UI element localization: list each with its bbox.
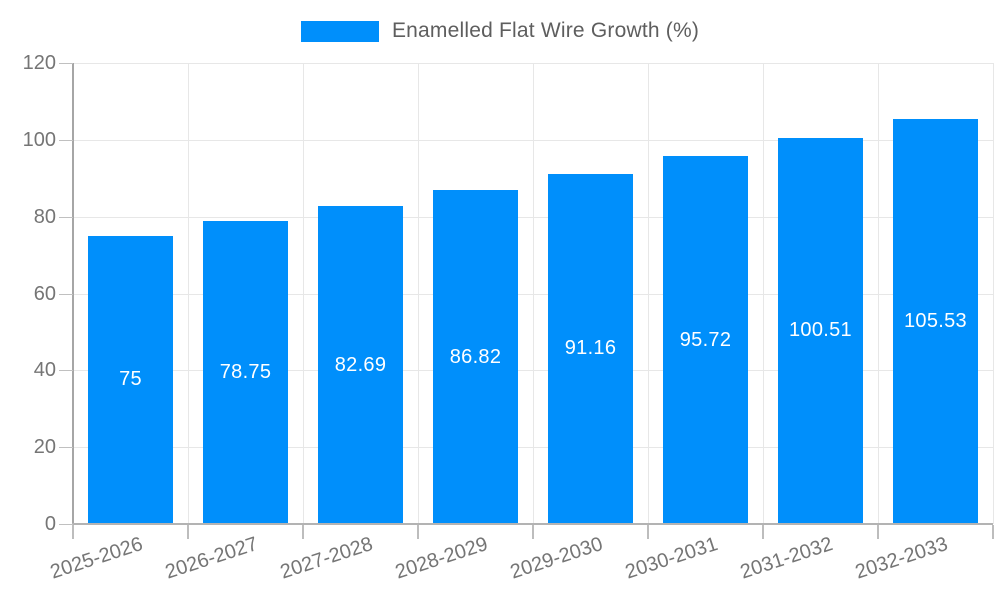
x-axis-label: 2031-2032 [737, 533, 836, 584]
gridline-v [763, 63, 764, 524]
bar[interactable]: 95.72 [663, 156, 748, 524]
x-axis-tick [417, 525, 419, 539]
bar[interactable]: 78.75 [203, 221, 288, 524]
y-axis-line [72, 63, 74, 524]
y-axis-tick [59, 139, 73, 141]
x-axis-label: 2026-2027 [162, 533, 261, 584]
x-axis-tick [647, 525, 649, 539]
x-axis-tick [72, 525, 74, 539]
y-axis-label: 20 [33, 436, 56, 459]
bar[interactable]: 86.82 [433, 190, 518, 524]
gridline-v [878, 63, 879, 524]
bar[interactable]: 82.69 [318, 206, 403, 524]
y-axis-tick [59, 524, 73, 525]
gridline-v [303, 63, 304, 524]
plot-area: 75 78.75 82.69 86.82 91.16 95.72 100.51 105.53 [73, 63, 994, 525]
y-axis-label: 0 [44, 513, 56, 535]
x-axis-tick [187, 525, 189, 539]
bar-value-label: 82.69 [334, 353, 387, 376]
bar[interactable]: 100.51 [778, 137, 863, 524]
x-axis-label: 2025-2026 [47, 533, 146, 584]
y-axis-label: 80 [33, 205, 56, 228]
x-axis-line [72, 523, 993, 525]
x-axis-label: 2027-2028 [277, 533, 376, 584]
bar-value-label: 95.72 [679, 328, 732, 351]
bar[interactable]: 75 [88, 235, 173, 524]
x-axis-tick [762, 525, 764, 539]
gridline-v [648, 63, 649, 524]
x-axis-tick [877, 525, 879, 539]
gridline-v [533, 63, 534, 524]
gridline-v [418, 63, 419, 524]
gridline-v [993, 63, 994, 524]
y-axis-label: 40 [33, 359, 56, 382]
bar[interactable]: 105.53 [893, 118, 978, 524]
x-axis-tick [302, 525, 304, 539]
legend-swatch [300, 20, 379, 42]
bar-value-label: 91.16 [564, 337, 617, 360]
y-axis-label: 100 [22, 128, 56, 151]
legend-label: Enamelled Flat Wire Growth (%) [391, 19, 700, 42]
y-axis-tick [59, 63, 73, 64]
y-axis-tick [59, 370, 73, 372]
bar-value-label: 100.51 [789, 319, 852, 342]
bar-value-label: 105.53 [904, 309, 967, 332]
bar-value-label: 86.82 [449, 345, 502, 368]
x-axis-label: 2028-2029 [392, 533, 491, 584]
x-axis-label: 2029-2030 [507, 533, 606, 584]
gridline-v [188, 63, 189, 524]
y-axis-tick [59, 293, 73, 295]
y-axis-tick [59, 447, 73, 449]
x-axis-tick [532, 525, 534, 539]
bar-value-label: 78.75 [219, 361, 272, 384]
x-axis-tick [992, 525, 994, 539]
y-axis-label: 60 [33, 282, 56, 305]
bar-value-label: 75 [119, 368, 142, 391]
chart-legend[interactable]: Enamelled Flat Wire Growth (%) [0, 17, 1000, 45]
x-axis-label: 2030-2031 [622, 533, 721, 584]
bar[interactable]: 91.16 [548, 173, 633, 524]
y-axis-label: 120 [22, 52, 56, 74]
y-axis-tick [59, 216, 73, 218]
x-axis-label: 2032-2033 [852, 533, 951, 584]
